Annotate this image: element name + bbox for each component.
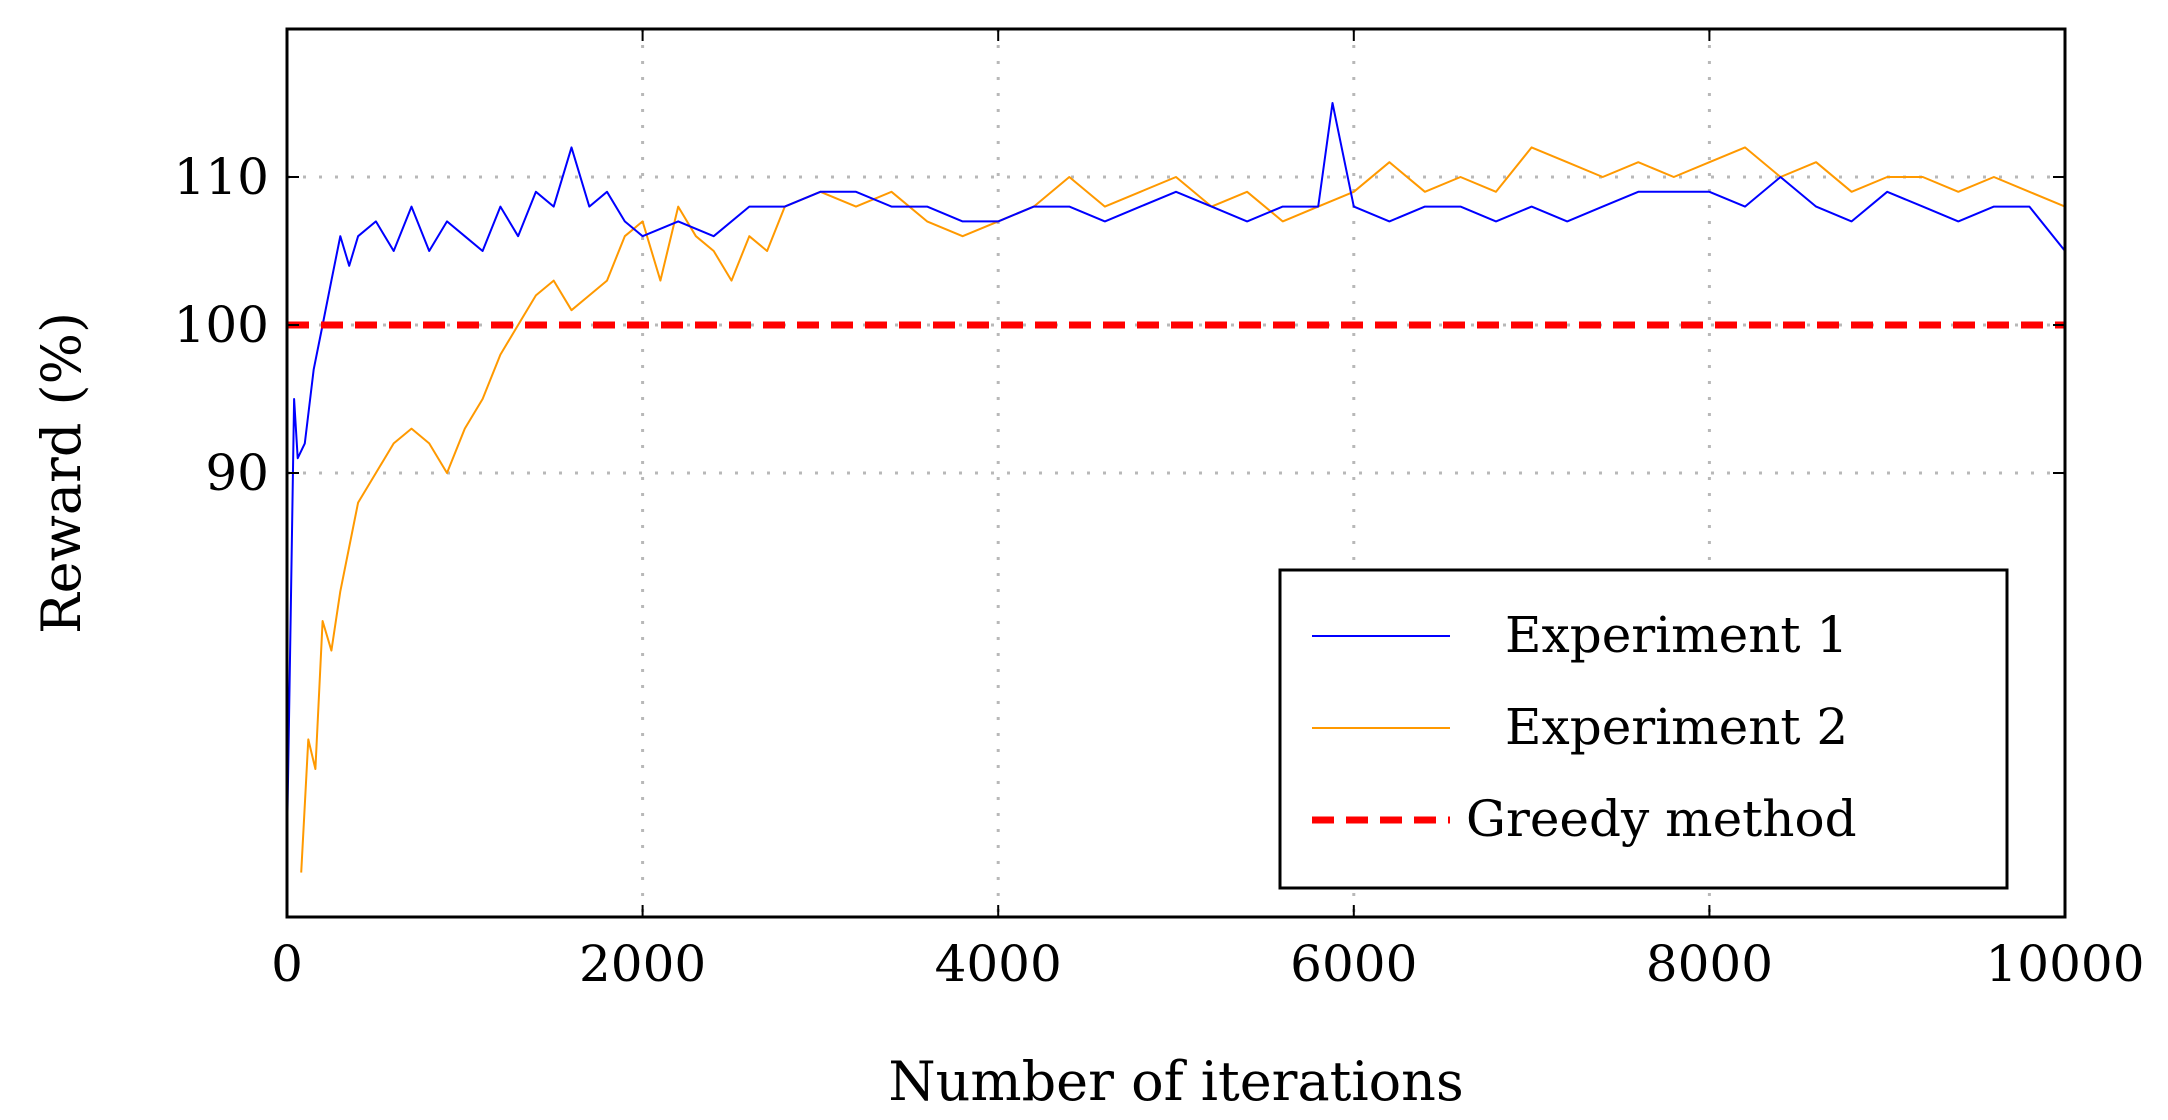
- x-tick-label: 0: [271, 935, 303, 993]
- series-layer: [287, 102, 2065, 873]
- x-tick-label: 8000: [1646, 935, 1773, 993]
- legend[interactable]: Experiment 1 Experiment 2 Greedy method: [1278, 568, 2009, 890]
- x-axis-title: Number of iterations: [888, 1050, 1463, 1113]
- y-tick-label: 90: [205, 444, 269, 502]
- x-tick-label: 6000: [1290, 935, 1417, 993]
- legend-label-greedy-method: Greedy method: [1466, 790, 1857, 848]
- y-tick-label: 100: [174, 296, 269, 354]
- y-tick-label: 110: [174, 148, 269, 206]
- x-tick-label: 10000: [1985, 935, 2144, 993]
- series-line-experiment-1: [287, 102, 2065, 844]
- x-tick-label: 4000: [935, 935, 1062, 993]
- legend-label-experiment-1: Experiment 1: [1505, 606, 1848, 664]
- ticks: 0 2000 4000 6000 8000 10000 90 100 110: [174, 29, 2145, 993]
- legend-label-experiment-2: Experiment 2: [1505, 698, 1848, 756]
- x-tick-label: 2000: [579, 935, 706, 993]
- y-axis-title: Reward (%): [30, 312, 93, 634]
